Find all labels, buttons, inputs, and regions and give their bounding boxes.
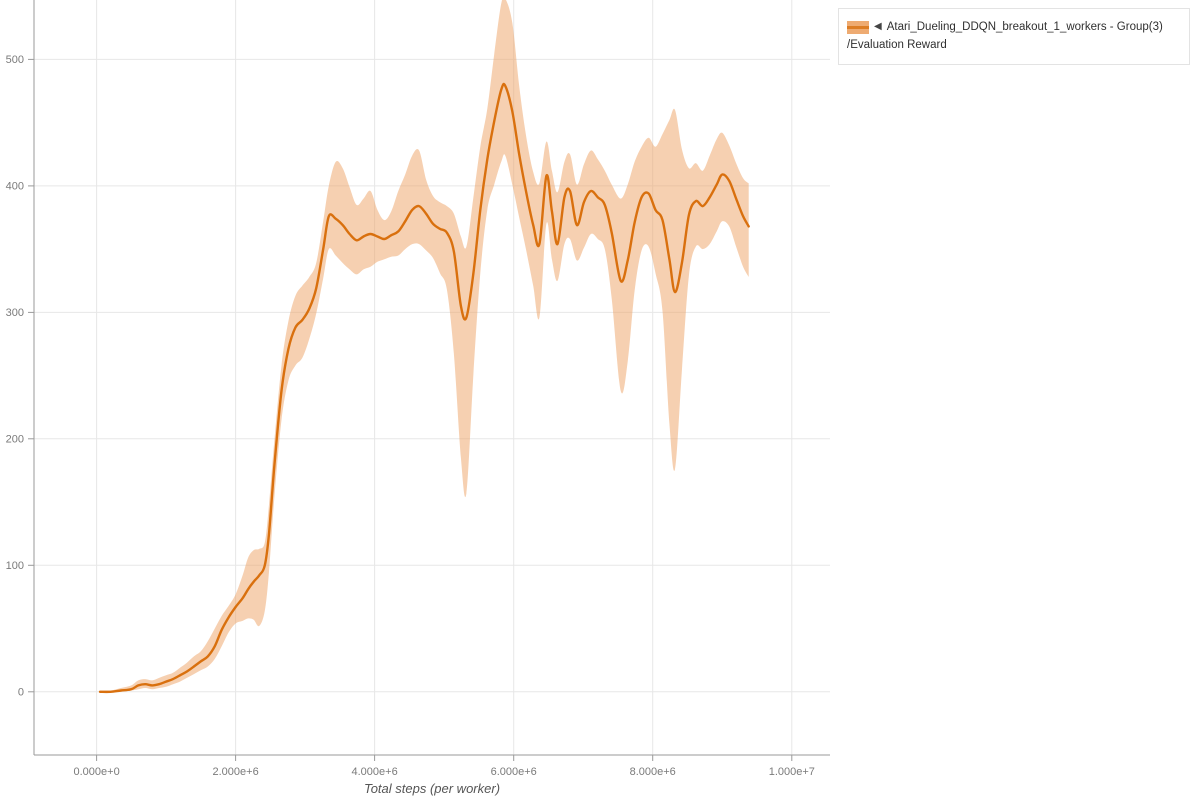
x-tick-label: 0.000e+0 <box>74 766 120 778</box>
x-tick-label: 6.000e+6 <box>491 766 537 778</box>
x-tick-label: 1.000e+7 <box>769 766 815 778</box>
y-tick-label: 500 <box>6 54 24 66</box>
legend-item[interactable]: ◀ Atari_Dueling_DDQN_breakout_1_workers … <box>847 18 1181 36</box>
y-tick-label: 400 <box>6 180 24 192</box>
legend-swatch-band <box>847 20 869 34</box>
legend[interactable]: ◀ Atari_Dueling_DDQN_breakout_1_workers … <box>838 8 1190 65</box>
y-tick-label: 0 <box>18 686 24 698</box>
y-tick-label: 100 <box>6 560 24 572</box>
x-tick-label: 2.000e+6 <box>213 766 259 778</box>
x-tick-label: 8.000e+6 <box>630 766 676 778</box>
legend-swatch-line <box>847 25 869 29</box>
mean-line <box>98 82 750 694</box>
x-axis-title: Total steps (per worker) <box>363 781 501 796</box>
y-tick-label: 300 <box>6 307 24 319</box>
x-tick-label: 4.000e+6 <box>352 766 398 778</box>
legend-collapse-icon[interactable]: ◀ <box>874 21 882 33</box>
legend-label-line2: /Evaluation Reward <box>847 39 947 52</box>
legend-label-line1: Atari_Dueling_DDQN_breakout_1_workers - … <box>886 21 1163 33</box>
y-tick-label: 200 <box>6 433 24 445</box>
confidence-band <box>100 0 749 692</box>
